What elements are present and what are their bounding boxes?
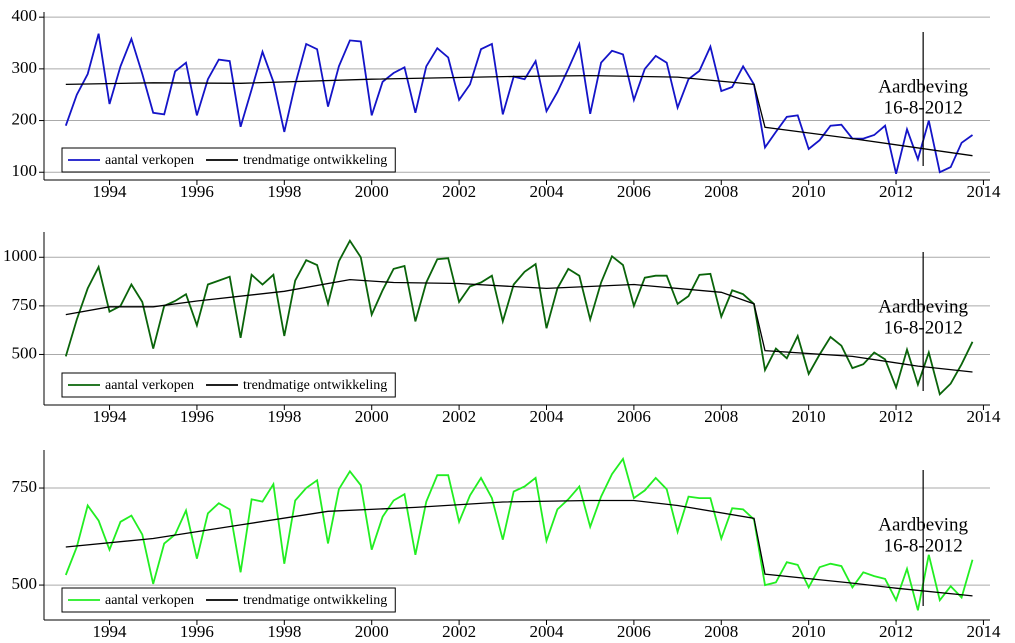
y-tick-label: 300 <box>12 58 38 77</box>
x-tick-label: 1998 <box>267 407 301 426</box>
annotation-text: 16-8-2012 <box>884 317 963 338</box>
series-line <box>66 501 973 596</box>
x-tick-label: 2006 <box>617 182 651 201</box>
y-tick-label: 750 <box>12 477 38 496</box>
x-tick-label: 2004 <box>529 622 564 641</box>
x-tick-label: 2012 <box>879 407 913 426</box>
x-tick-label: 2004 <box>529 182 564 201</box>
x-tick-label: 2012 <box>879 182 913 201</box>
x-tick-label: 2008 <box>704 622 738 641</box>
y-tick-label: 750 <box>12 295 38 314</box>
x-tick-label: 2000 <box>355 407 389 426</box>
legend: aantal verkopen trendmatige ontwikkeling <box>62 148 395 172</box>
x-tick-label: 1994 <box>93 182 128 201</box>
x-tick-label: 1998 <box>267 182 301 201</box>
x-tick-label: 1994 <box>93 622 128 641</box>
legend-label: trendmatige ontwikkeling <box>243 153 387 168</box>
x-tick-label: 1996 <box>180 622 214 641</box>
x-tick-label: 1994 <box>93 407 128 426</box>
y-tick-label: 500 <box>12 343 38 362</box>
legend: aantal verkopen trendmatige ontwikkeling <box>62 588 395 612</box>
x-tick-label: 2010 <box>792 407 826 426</box>
annotation-text: Aardbeving <box>878 76 968 97</box>
y-tick-label: 100 <box>12 161 38 180</box>
series-line <box>66 76 973 156</box>
y-tick-label: 1000 <box>3 246 37 265</box>
x-tick-label: 1996 <box>180 407 214 426</box>
x-tick-label: 2006 <box>617 407 651 426</box>
legend-label: trendmatige ontwikkeling <box>243 593 387 608</box>
annotation-text: Aardbeving <box>878 514 968 535</box>
x-tick-label: 2008 <box>704 182 738 201</box>
y-tick-label: 400 <box>12 6 38 25</box>
x-tick-label: 1996 <box>180 182 214 201</box>
x-tick-label: 2002 <box>442 622 476 641</box>
series-line <box>66 241 973 395</box>
x-tick-label: 2002 <box>442 407 476 426</box>
series-line <box>66 280 973 372</box>
x-tick-label: 2010 <box>792 182 826 201</box>
legend: aantal verkopen trendmatige ontwikkeling <box>62 373 395 397</box>
legend-label: trendmatige ontwikkeling <box>243 378 387 393</box>
x-tick-label: 2008 <box>704 407 738 426</box>
legend-label: aantal verkopen <box>105 153 194 168</box>
x-tick-label: 2014 <box>966 622 1001 641</box>
x-tick-label: 2006 <box>617 622 651 641</box>
annotation-text: Aardbeving <box>878 296 968 317</box>
x-tick-label: 2004 <box>529 407 564 426</box>
x-tick-label: 2002 <box>442 182 476 201</box>
x-tick-label: 2000 <box>355 622 389 641</box>
x-tick-label: 2012 <box>879 622 913 641</box>
y-tick-label: 200 <box>12 109 38 128</box>
annotation-text: 16-8-2012 <box>884 97 963 118</box>
x-tick-label: 2000 <box>355 182 389 201</box>
y-tick-label: 500 <box>12 574 38 593</box>
x-tick-label: 2010 <box>792 622 826 641</box>
legend-label: aantal verkopen <box>105 593 194 608</box>
annotation-text: 16-8-2012 <box>884 535 963 556</box>
legend-label: aantal verkopen <box>105 378 194 393</box>
x-tick-label: 2014 <box>966 407 1001 426</box>
x-tick-label: 2014 <box>966 182 1001 201</box>
x-tick-label: 1998 <box>267 622 301 641</box>
